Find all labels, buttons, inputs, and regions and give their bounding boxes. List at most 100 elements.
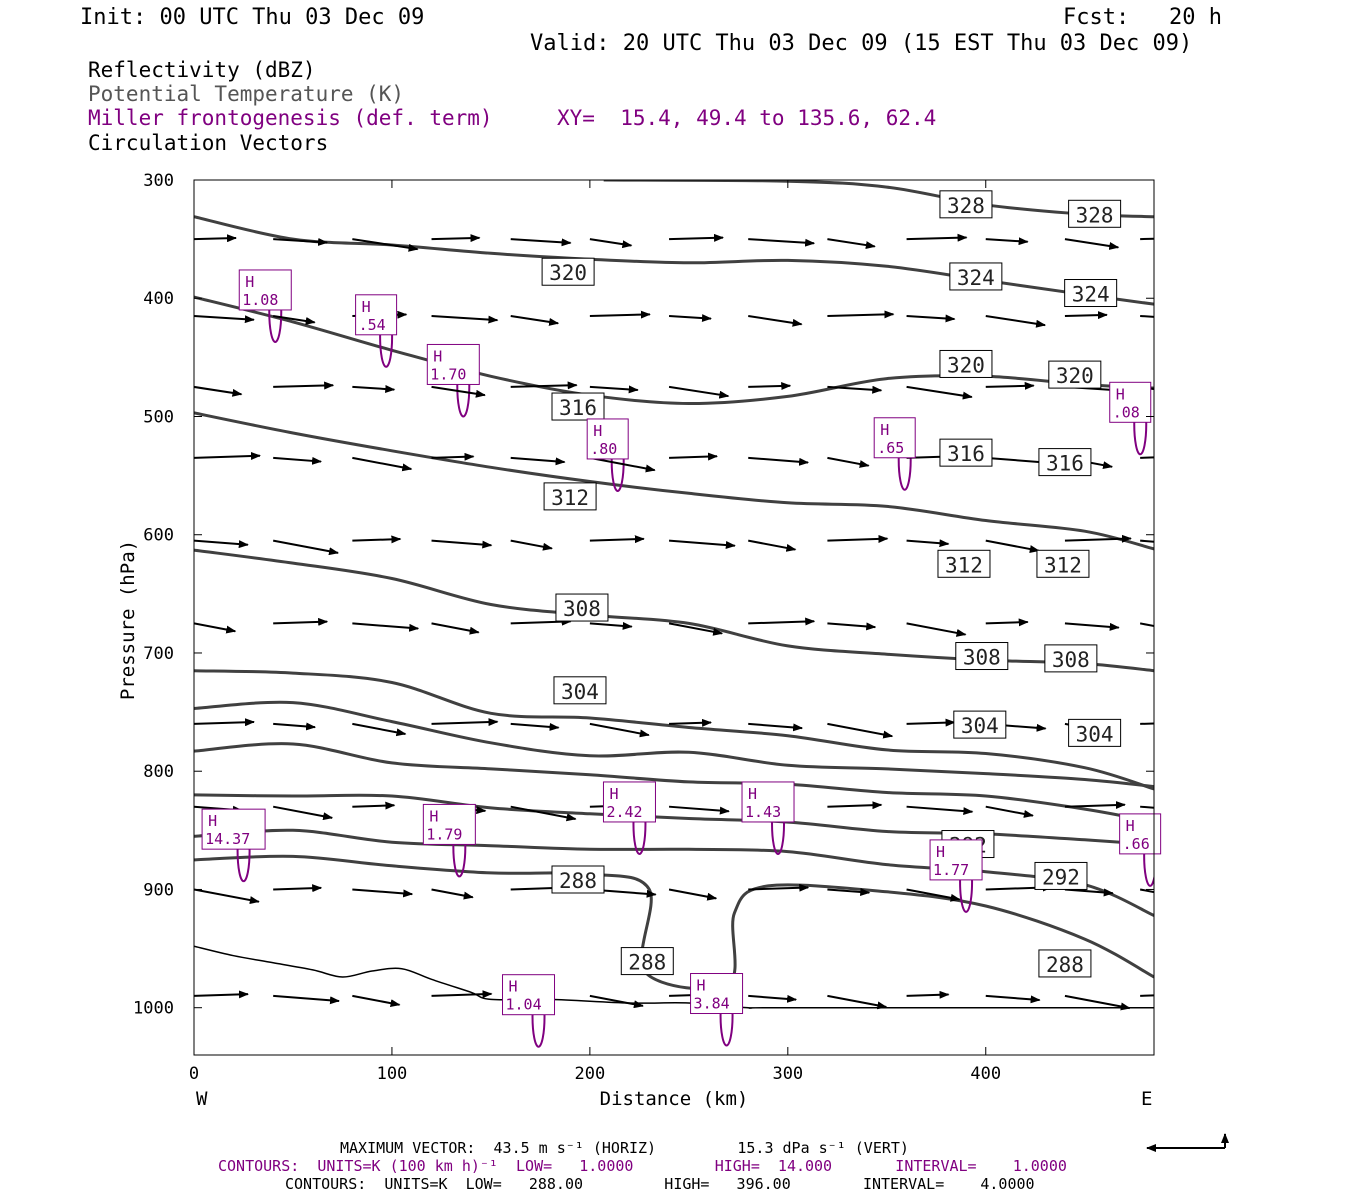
circulation-vector	[273, 381, 335, 390]
circulation-vector	[669, 452, 719, 461]
circulation-vector	[827, 534, 889, 543]
theta-label: 308	[963, 646, 1001, 670]
circulation-vector	[985, 456, 1053, 467]
circulation-vector	[589, 722, 650, 738]
miller-max-value: 2.42	[606, 803, 642, 821]
circulation-vector	[906, 314, 956, 323]
theta-label-box	[1064, 279, 1118, 308]
miller-contour	[268, 280, 283, 343]
y-axis-label: Pressure (hPa)	[117, 540, 139, 700]
theta-label: 324	[1072, 283, 1110, 307]
circulation-vector	[431, 314, 499, 324]
circulation-vector	[194, 888, 260, 904]
x-axis-label: Distance (km)	[600, 1088, 749, 1110]
circulation-vector	[273, 456, 323, 465]
theta-label: 292	[949, 834, 987, 858]
theta-contour-328	[603, 180, 1154, 219]
legend-potential-temperature: Potential Temperature (K)	[88, 82, 405, 106]
miller-max-box	[602, 781, 656, 823]
miller-contour	[959, 850, 974, 913]
theta-label: 292	[1042, 865, 1080, 889]
circulation-vector	[827, 622, 877, 631]
circulation-vector	[827, 385, 883, 394]
circulation-vector	[589, 621, 633, 630]
y-tick-label: 900	[143, 880, 174, 900]
circulation-vector	[431, 539, 493, 549]
max-vector-info: MAXIMUM VECTOR: 43.5 m s⁻¹ (HORIZ) 15.3 …	[340, 1139, 909, 1157]
circulation-vector	[273, 314, 316, 325]
miller-max-box	[238, 269, 292, 311]
circulation-vector	[748, 456, 810, 466]
circulation-vector	[1140, 237, 1154, 241]
miller-contour	[236, 820, 251, 883]
circulation-vector	[827, 722, 894, 739]
circulation-vector	[1139, 622, 1154, 628]
circulation-vector	[748, 994, 798, 1003]
miller-max-letter: H	[433, 347, 442, 365]
circulation-vector	[669, 233, 725, 242]
x-tick-label: 400	[970, 1064, 1001, 1084]
theta-contour-320	[194, 295, 1154, 406]
circulation-vector	[431, 622, 480, 635]
circulation-vector	[431, 385, 486, 398]
circulation-vector	[827, 238, 876, 250]
circulation-vector	[668, 314, 712, 323]
theta-label: 308	[563, 597, 601, 621]
theta-label: 304	[961, 714, 999, 738]
circulation-vector	[1140, 456, 1154, 459]
circulation-vector	[431, 805, 487, 815]
circulation-vector	[669, 989, 737, 998]
circulation-vector	[1064, 456, 1114, 470]
circulation-vector	[589, 994, 644, 1009]
miller-max-letter: H	[509, 978, 518, 996]
circulation-vector	[352, 801, 396, 810]
theta-label: 288	[1046, 953, 1084, 977]
y-tick-label: 500	[143, 407, 174, 427]
circulation-vector	[194, 622, 237, 634]
circulation-vector	[510, 722, 560, 731]
theta-contour-324	[194, 215, 1154, 306]
miller-contour	[1133, 393, 1148, 456]
theta-contour-288	[194, 854, 1154, 991]
circulation-vector	[352, 888, 414, 898]
circulation-vector	[273, 237, 329, 246]
circulation-vector	[668, 622, 724, 636]
circulation-vector	[906, 805, 974, 816]
circulation-vector	[827, 994, 888, 1010]
circulation-vector	[1140, 805, 1154, 809]
circulation-vector	[352, 622, 420, 632]
miller-contour	[379, 305, 394, 368]
miller-contour-info: CONTOURS: UNITS=K (100 km h)⁻¹ LOW= 1.00…	[218, 1157, 1067, 1175]
theta-label-box	[1038, 448, 1092, 477]
theta-label-box	[543, 482, 597, 511]
legend-circulation-vectors: Circulation Vectors	[88, 131, 329, 155]
x-tick-label: 200	[575, 1064, 606, 1084]
miller-max-letter: H	[880, 421, 889, 439]
circulation-vector	[1064, 994, 1131, 1011]
circulation-vector	[1064, 385, 1126, 395]
miller-max-value: 3.84	[694, 995, 730, 1013]
init-time: Init: 00 UTC Thu 03 Dec 09	[80, 5, 425, 30]
miller-contour	[897, 428, 912, 491]
circulation-vector	[1064, 534, 1132, 543]
theta-label-box	[551, 392, 605, 421]
y-tick-label: 700	[143, 644, 174, 664]
miller-max-box	[426, 343, 480, 385]
circulation-vector	[273, 994, 340, 1005]
circulation-vector	[906, 888, 961, 902]
theta-contour-296	[194, 793, 1154, 846]
miller-contour	[531, 985, 546, 1048]
miller-contour	[456, 355, 471, 418]
circulation-vector	[589, 310, 651, 319]
circulation-vector	[827, 888, 871, 896]
circulation-vector	[1064, 722, 1108, 734]
circulation-vector	[510, 883, 566, 892]
valid-time: Valid: 20 UTC Thu 03 Dec 09 (15 EST Thu …	[530, 31, 1193, 56]
circulation-vector	[906, 452, 962, 461]
circulation-vector	[827, 310, 895, 319]
circulation-vector	[906, 718, 956, 727]
theta-label-box	[553, 676, 607, 705]
y-tick-label: 1000	[133, 999, 174, 1019]
circulation-vector	[668, 805, 730, 815]
circulation-vector	[273, 722, 317, 731]
